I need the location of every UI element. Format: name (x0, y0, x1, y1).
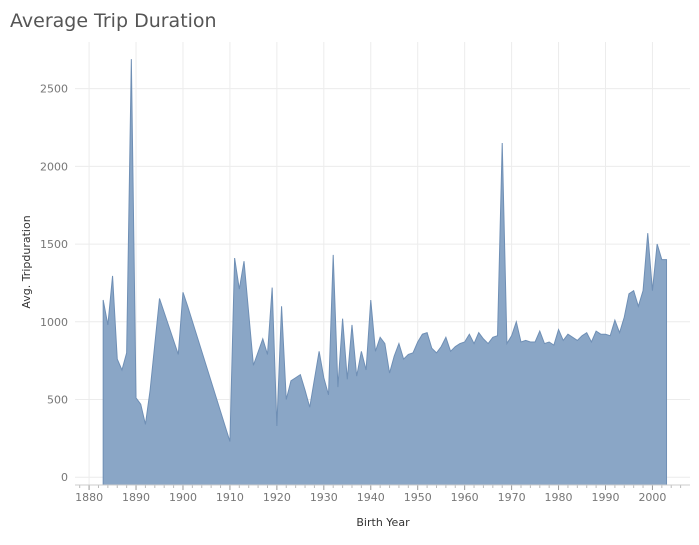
y-tick-label: 500 (47, 394, 68, 407)
area-series (102, 59, 668, 486)
x-axis-label: Birth Year (356, 516, 410, 529)
x-tick-label: 1910 (216, 491, 244, 504)
x-tick-label: 1970 (498, 491, 526, 504)
y-tick-label: 1500 (40, 238, 68, 251)
chart-title: Average Trip Duration (10, 10, 217, 32)
x-tick-label: 1960 (451, 491, 479, 504)
y-tick-label: 1000 (40, 316, 68, 329)
x-tick-label: 1930 (310, 491, 338, 504)
x-tick-label: 1980 (545, 491, 573, 504)
x-tick-label: 1920 (263, 491, 291, 504)
y-tick-label: 0 (61, 471, 68, 484)
x-tick-label: 1940 (357, 491, 385, 504)
y-axis-label: Avg. Tripduration (20, 215, 33, 308)
x-tick-label: 1950 (404, 491, 432, 504)
y-tick-label: 2000 (40, 160, 68, 173)
x-tick-label: 1990 (591, 491, 619, 504)
x-tick-label: 2000 (638, 491, 666, 504)
x-tick-label: 1890 (122, 491, 150, 504)
y-tick-label: 2500 (40, 83, 68, 96)
x-tick-label: 1900 (169, 491, 197, 504)
x-tick-label: 1880 (75, 491, 103, 504)
